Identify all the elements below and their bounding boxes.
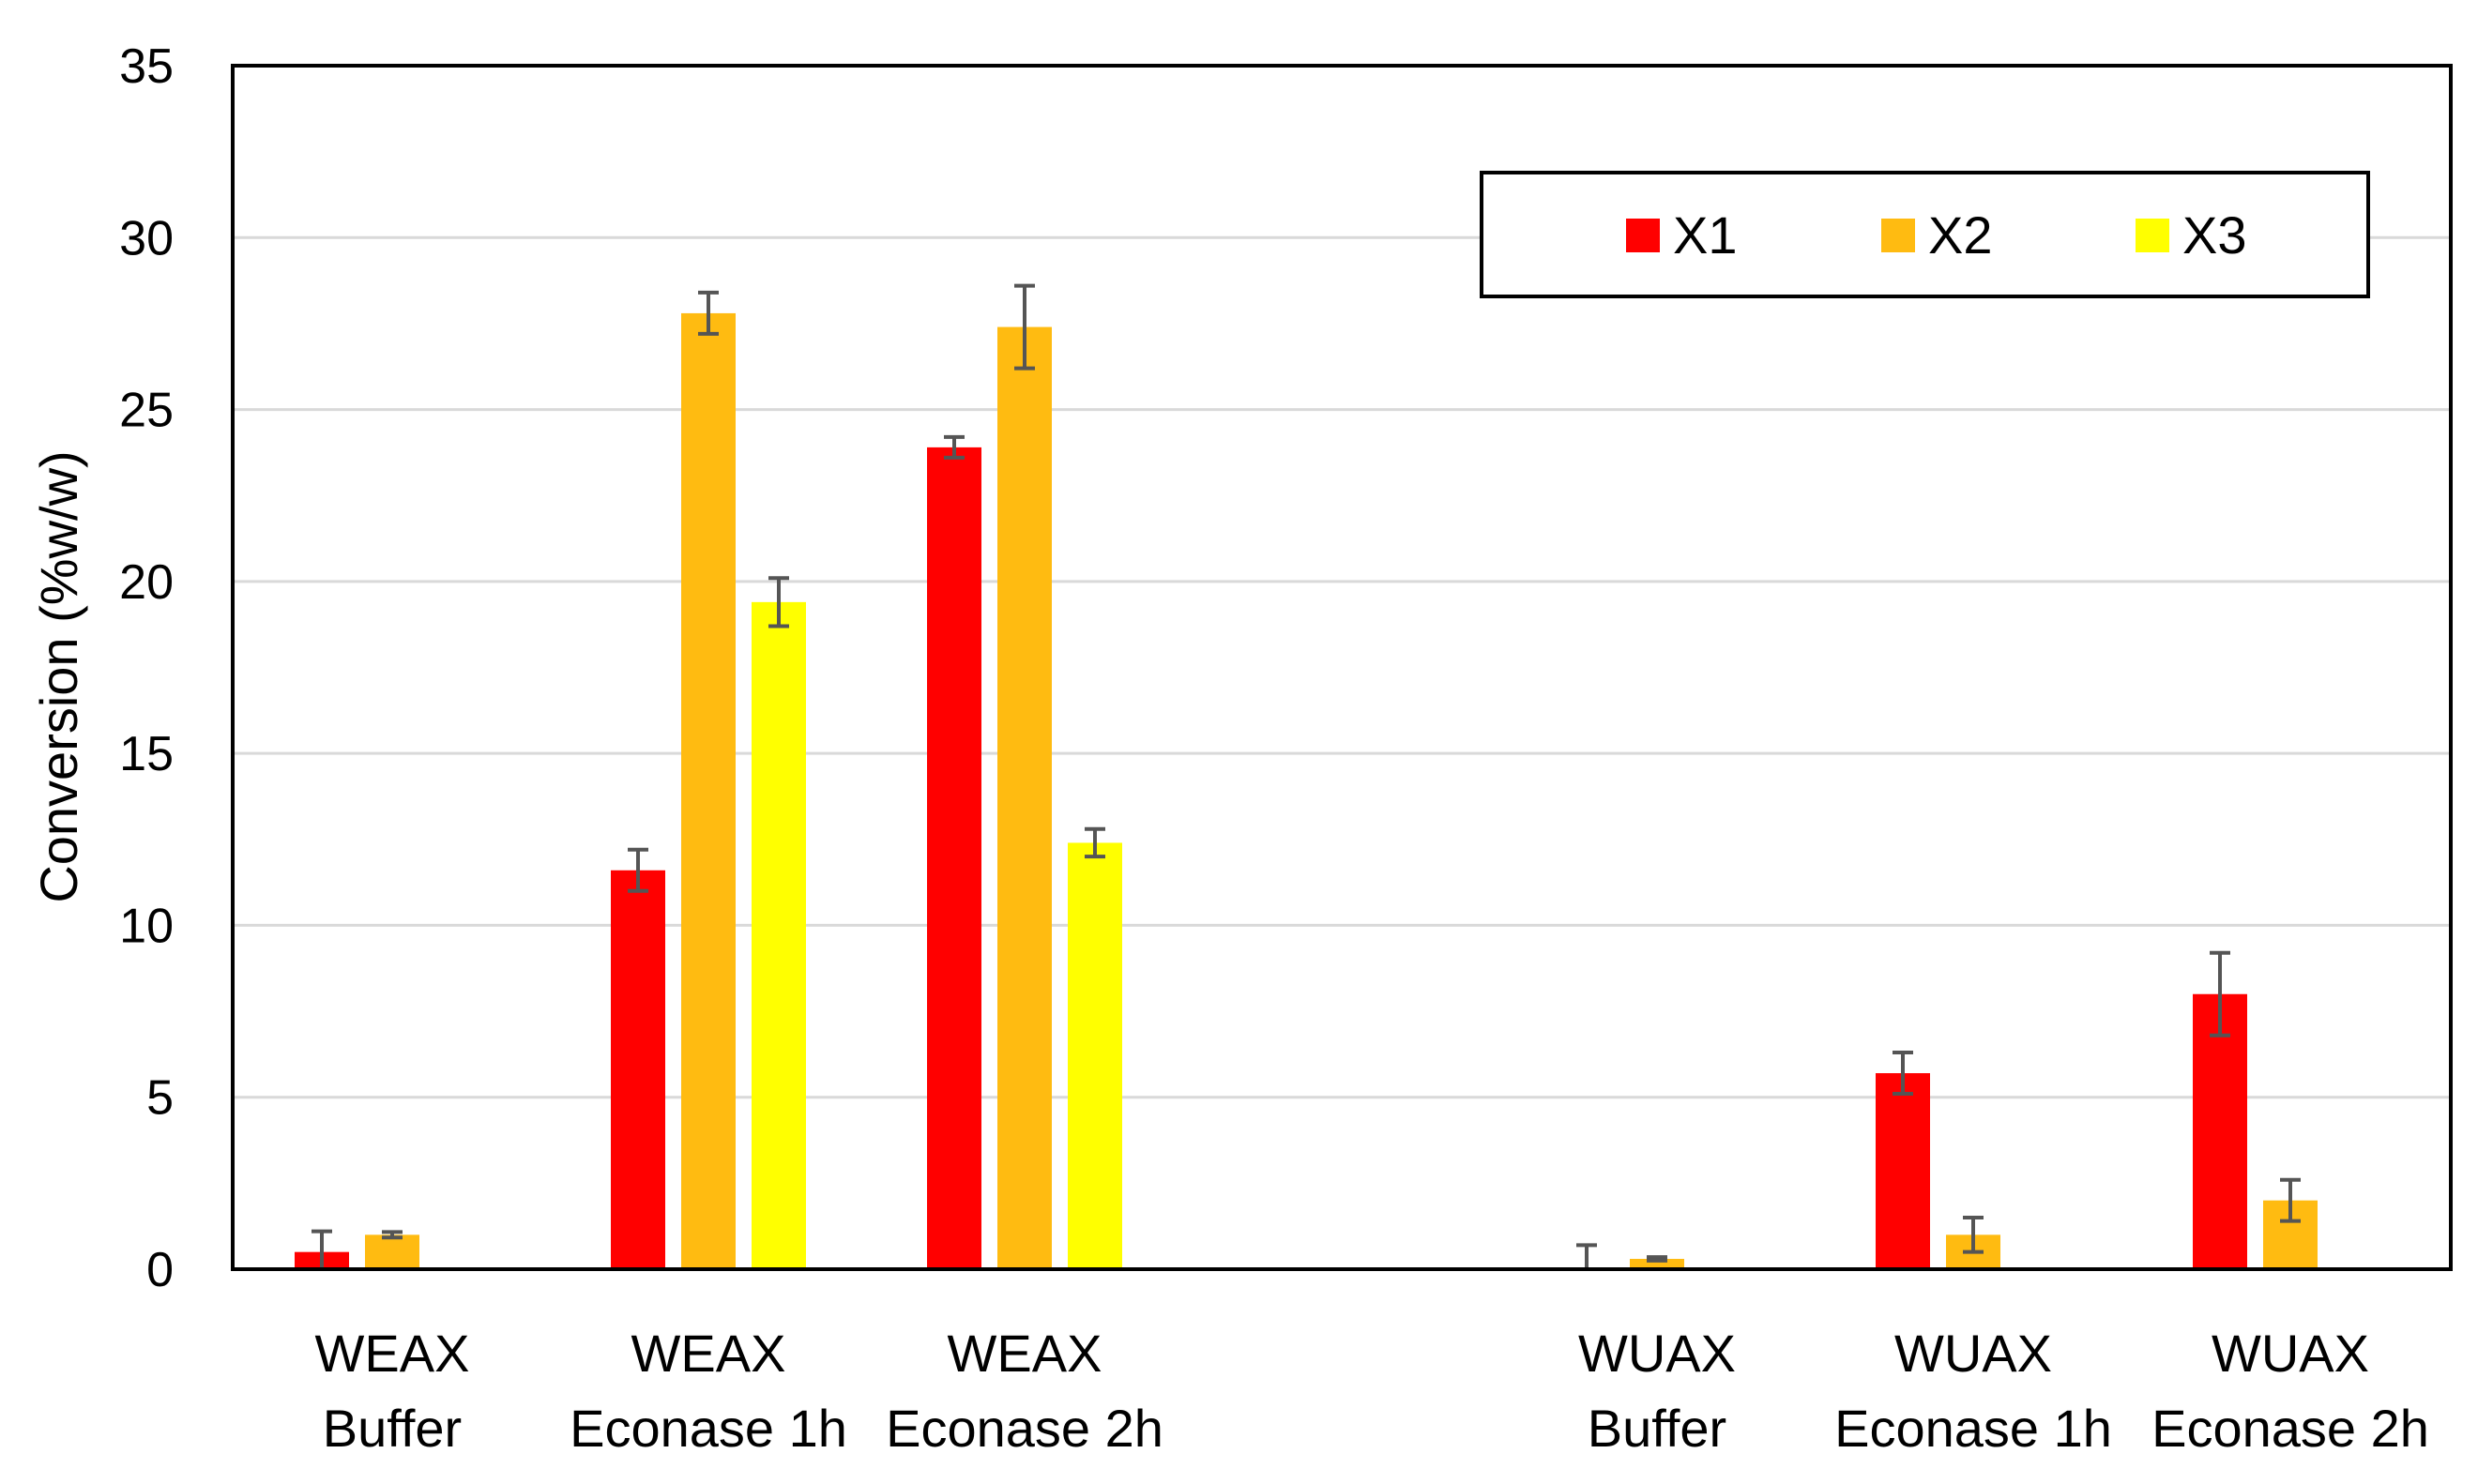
legend-label-x3: X3 [2182, 205, 2247, 265]
y-tick-label: 30 [119, 211, 174, 265]
bar-x1 [927, 447, 981, 1269]
x-category-label: WEAX [315, 1324, 470, 1383]
x-axis-categories: WEAX Buffer WEAX Econase 1h WEAX Econase 2h WU… [315, 1324, 2429, 1458]
legend-swatch-x1 [1626, 219, 1660, 252]
y-tick-label: 25 [119, 384, 174, 438]
y-tick-label: 20 [119, 555, 174, 610]
error-bars [312, 283, 2301, 1269]
y-tick-label: 0 [146, 1243, 174, 1297]
bar-x2 [1630, 1259, 1684, 1269]
bar-x1 [2193, 993, 2247, 1269]
x-category-label: Econase 2h [886, 1399, 1163, 1458]
legend-label-x1: X1 [1673, 205, 1738, 265]
y-tick-label: 5 [146, 1071, 174, 1126]
y-tick-label: 35 [119, 39, 174, 94]
y-axis-ticks: 0 5 10 15 20 25 30 35 [119, 39, 174, 1297]
y-axis-title: Conversion (%w/w) [29, 450, 88, 902]
bars [295, 312, 2318, 1270]
x-category-label: Econase 1h [1834, 1399, 2112, 1458]
y-tick-label: 10 [119, 899, 174, 953]
bar-x1 [611, 870, 665, 1269]
x-category-label: WEAX [948, 1324, 1102, 1383]
x-category-label: Econase 2h [2151, 1399, 2429, 1458]
legend-swatch-x2 [1881, 219, 1915, 252]
x-category-label: Buffer [323, 1399, 462, 1458]
x-category-label: Buffer [1588, 1399, 1726, 1458]
legend-swatch-x3 [2136, 219, 2169, 252]
x-category-label: WUAX [2212, 1324, 2369, 1383]
gridlines [233, 235, 2451, 1099]
plot-area-frame [231, 64, 2453, 1271]
bar-x3 [752, 601, 806, 1269]
bar-x2 [681, 312, 736, 1270]
x-category-label: WUAX [1894, 1324, 2052, 1383]
y-tick-label: 15 [119, 727, 174, 781]
legend-label-x2: X2 [1928, 205, 1993, 265]
x-category-label: WEAX [631, 1324, 786, 1383]
legend: X1 X2 X3 [1480, 171, 2370, 298]
bar-x1 [1876, 1073, 1930, 1269]
bar-x3 [1068, 842, 1122, 1269]
x-category-label: Econase 1h [570, 1399, 847, 1458]
bar-x2 [365, 1234, 419, 1269]
bar-x2 [997, 326, 1052, 1269]
x-category-label: WUAX [1578, 1324, 1736, 1383]
